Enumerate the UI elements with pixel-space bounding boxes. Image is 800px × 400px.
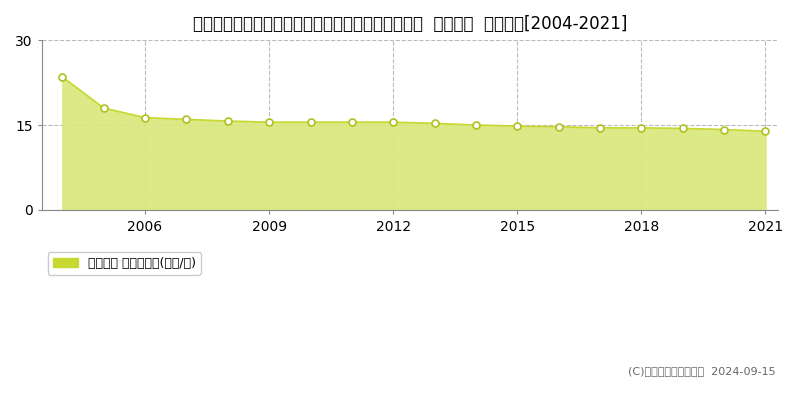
Text: (C)土地価格ドットコム  2024-09-15: (C)土地価格ドットコム 2024-09-15: [628, 366, 776, 376]
Title: 愛知県知多郡南知多町大字内海字亥新田１１９番外  地価公示  地価推移[2004-2021]: 愛知県知多郡南知多町大字内海字亥新田１１９番外 地価公示 地価推移[2004-2…: [193, 15, 627, 33]
Legend: 地価公示 平均坪単価(万円/坪): 地価公示 平均坪単価(万円/坪): [48, 252, 201, 275]
